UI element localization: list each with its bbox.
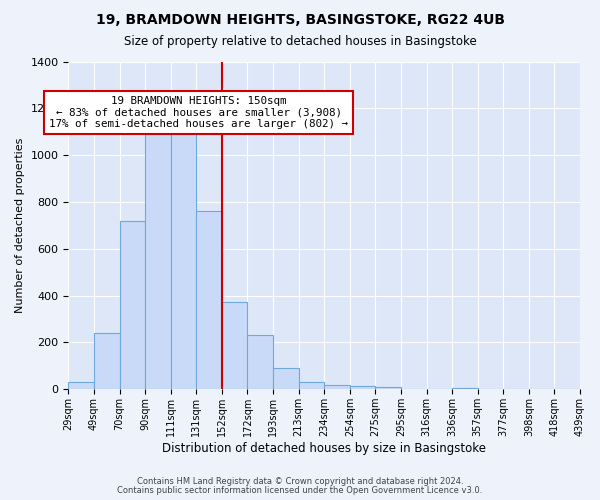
Text: 19 BRAMDOWN HEIGHTS: 150sqm
← 83% of detached houses are smaller (3,908)
17% of : 19 BRAMDOWN HEIGHTS: 150sqm ← 83% of det… <box>49 96 349 129</box>
Bar <box>376 387 401 390</box>
Text: Size of property relative to detached houses in Basingstoke: Size of property relative to detached ho… <box>124 35 476 48</box>
Y-axis label: Number of detached properties: Number of detached properties <box>15 138 25 313</box>
Bar <box>299 382 324 390</box>
X-axis label: Distribution of detached houses by size in Basingstoke: Distribution of detached houses by size … <box>162 442 486 455</box>
Bar <box>273 368 299 390</box>
Bar <box>145 132 171 390</box>
Text: 19, BRAMDOWN HEIGHTS, BASINGSTOKE, RG22 4UB: 19, BRAMDOWN HEIGHTS, BASINGSTOKE, RG22 … <box>95 12 505 26</box>
Bar <box>68 382 94 390</box>
Bar <box>222 302 247 390</box>
Bar <box>350 386 376 390</box>
Bar <box>324 384 350 390</box>
Bar <box>196 212 222 390</box>
Bar <box>119 220 145 390</box>
Bar <box>171 127 196 390</box>
Bar <box>247 336 273 390</box>
Text: Contains HM Land Registry data © Crown copyright and database right 2024.: Contains HM Land Registry data © Crown c… <box>137 478 463 486</box>
Text: Contains public sector information licensed under the Open Government Licence v3: Contains public sector information licen… <box>118 486 482 495</box>
Bar <box>94 333 119 390</box>
Bar <box>452 388 478 390</box>
